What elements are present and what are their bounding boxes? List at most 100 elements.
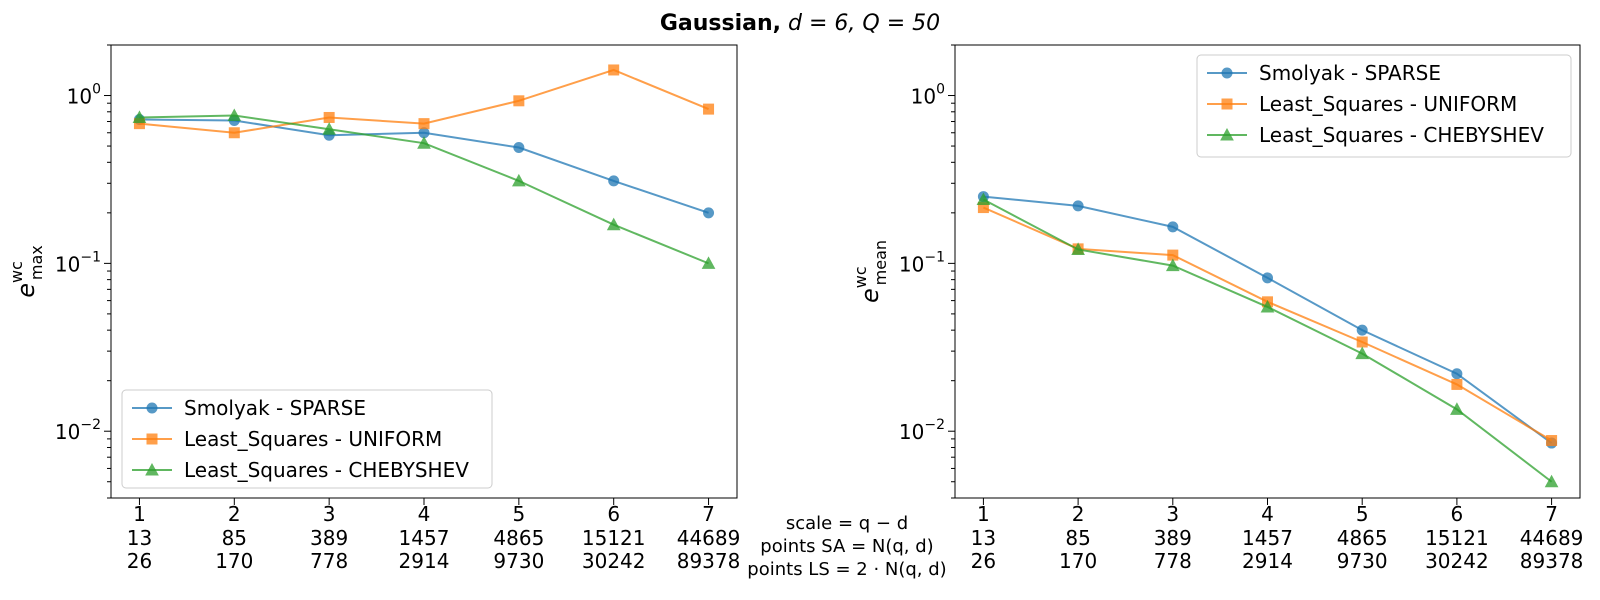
data-point xyxy=(608,64,620,76)
x-tick-label-points-ls: 170 xyxy=(215,549,253,573)
x-tick-label-points-ls: 30242 xyxy=(582,549,646,573)
scale-label: scale = q − d xyxy=(786,513,908,534)
data-point xyxy=(322,122,336,135)
x-tick-label-points-ls: 26 xyxy=(971,549,996,573)
x-tick-label-points-ls: 778 xyxy=(1154,549,1192,573)
x-tick-label-points-ls: 89378 xyxy=(677,549,741,573)
x-tick-label-points-ls: 30242 xyxy=(1425,549,1489,573)
x-tick-label-scale: 1 xyxy=(133,502,146,526)
x-tick-label-points-sa: 389 xyxy=(1154,526,1192,550)
legend-label: Smolyak - SPARSE xyxy=(1259,61,1441,85)
data-point xyxy=(1167,221,1179,233)
left-chart-panel: 10010−110−211326285170338977841457291454… xyxy=(7,44,741,573)
data-point xyxy=(976,192,991,206)
legend-box xyxy=(1196,54,1572,158)
data-point xyxy=(606,217,621,231)
legend-marker xyxy=(146,402,158,414)
x-tick-label-points-ls: 778 xyxy=(310,549,348,573)
x-tick-label-scale: 7 xyxy=(1545,502,1558,526)
x-tick-label-points-ls: 9730 xyxy=(493,549,544,573)
data-point xyxy=(1451,368,1463,380)
series-line xyxy=(983,195,1553,444)
legend: Smolyak - SPARSE Least_Squares - UNIFORM L… xyxy=(1196,54,1572,158)
data-point xyxy=(417,136,431,149)
x-tick-label-points-sa: 1457 xyxy=(1242,526,1293,550)
data-point xyxy=(1451,378,1463,390)
legend-marker xyxy=(146,433,158,445)
y-axis-label: ewcmean xyxy=(851,240,890,303)
data-point xyxy=(1260,299,1275,313)
x-tick-label-points-sa: 85 xyxy=(1065,526,1090,550)
data-point xyxy=(608,175,620,187)
data-point xyxy=(1262,272,1273,284)
data-point xyxy=(323,111,335,123)
data-point xyxy=(1356,324,1368,336)
x-tick-label-scale: 6 xyxy=(607,502,620,526)
data-point xyxy=(1546,435,1558,447)
y-tick-label: 10−2 xyxy=(899,417,945,444)
data-point xyxy=(1071,242,1085,255)
series-triangle xyxy=(976,192,1559,488)
legend-marker xyxy=(1220,127,1234,141)
x-tick-label-points-ls: 9730 xyxy=(1337,549,1388,573)
y-tick-label: 10−2 xyxy=(55,417,101,444)
y-tick-label: 100 xyxy=(67,82,101,109)
x-tick-label-scale: 1 xyxy=(977,502,990,526)
data-point xyxy=(1355,346,1370,360)
data-point xyxy=(513,95,525,107)
series-triangle xyxy=(132,108,716,269)
legend-label: Least_Squares - CHEBYSHEV xyxy=(184,458,469,482)
points-ls-label: points LS = 2 · N(q, d) xyxy=(747,559,946,580)
data-point xyxy=(1450,402,1464,415)
data-point xyxy=(703,207,715,219)
x-tick-label-points-sa: 15121 xyxy=(1425,526,1489,550)
legend-label: Least_Squares - UNIFORM xyxy=(184,427,442,451)
y-tick-label: 100 xyxy=(911,82,945,109)
series-circle xyxy=(133,113,715,219)
data-point xyxy=(227,108,242,122)
series-circle xyxy=(977,191,1558,449)
x-tick-label-scale: 6 xyxy=(1451,502,1464,526)
figure-title: Gaussian, d = 6, Q = 50 xyxy=(660,11,940,36)
x-tick-label-points-ls: 2914 xyxy=(1242,549,1293,573)
legend-label: Least_Squares - CHEBYSHEV xyxy=(1259,123,1544,147)
x-tick-label-scale: 4 xyxy=(1261,502,1274,526)
x-tick-label-points-sa: 13 xyxy=(127,526,152,550)
data-point xyxy=(512,173,526,187)
x-tick-label-points-ls: 2914 xyxy=(399,549,450,573)
data-point xyxy=(1544,474,1559,488)
right-chart-panel: 10010−110−211326285170338977841457291454… xyxy=(851,44,1584,573)
x-tick-label-points-sa: 44689 xyxy=(677,526,741,550)
series-square xyxy=(977,202,1558,447)
data-point xyxy=(1072,200,1084,212)
x-tick-label-points-ls: 170 xyxy=(1059,549,1097,573)
data-point xyxy=(703,103,715,115)
data-point xyxy=(701,256,716,269)
x-tick-label-points-ls: 26 xyxy=(127,549,152,573)
x-tick-label-scale: 5 xyxy=(1356,502,1369,526)
x-axis-center-labels: scale = q − d points SA = N(q, d) points… xyxy=(747,513,946,580)
data-point xyxy=(228,127,240,139)
x-tick-label-points-sa: 4865 xyxy=(493,526,544,550)
y-tick-label: 10−1 xyxy=(55,249,101,276)
x-tick-label-scale: 3 xyxy=(1166,502,1179,526)
legend-label: Smolyak - SPARSE xyxy=(184,396,366,420)
data-point xyxy=(1356,336,1368,348)
data-point xyxy=(418,118,430,130)
x-tick-label-points-sa: 44689 xyxy=(1520,526,1584,550)
legend-label: Least_Squares - UNIFORM xyxy=(1259,92,1517,116)
x-tick-label-scale: 5 xyxy=(512,502,525,526)
x-tick-label-points-sa: 1457 xyxy=(399,526,450,550)
data-point xyxy=(132,110,147,123)
legend-marker xyxy=(1221,98,1233,110)
data-point xyxy=(1165,258,1180,272)
data-point xyxy=(513,142,525,154)
series-square xyxy=(133,64,715,139)
legend-marker xyxy=(1221,67,1233,79)
x-tick-label-points-sa: 4865 xyxy=(1337,526,1388,550)
figure-title-params: d = 6, Q = 50 xyxy=(781,11,940,36)
figure-title-bold: Gaussian, xyxy=(660,11,781,36)
series-line xyxy=(983,206,1553,442)
x-tick-label-scale: 2 xyxy=(1072,502,1085,526)
